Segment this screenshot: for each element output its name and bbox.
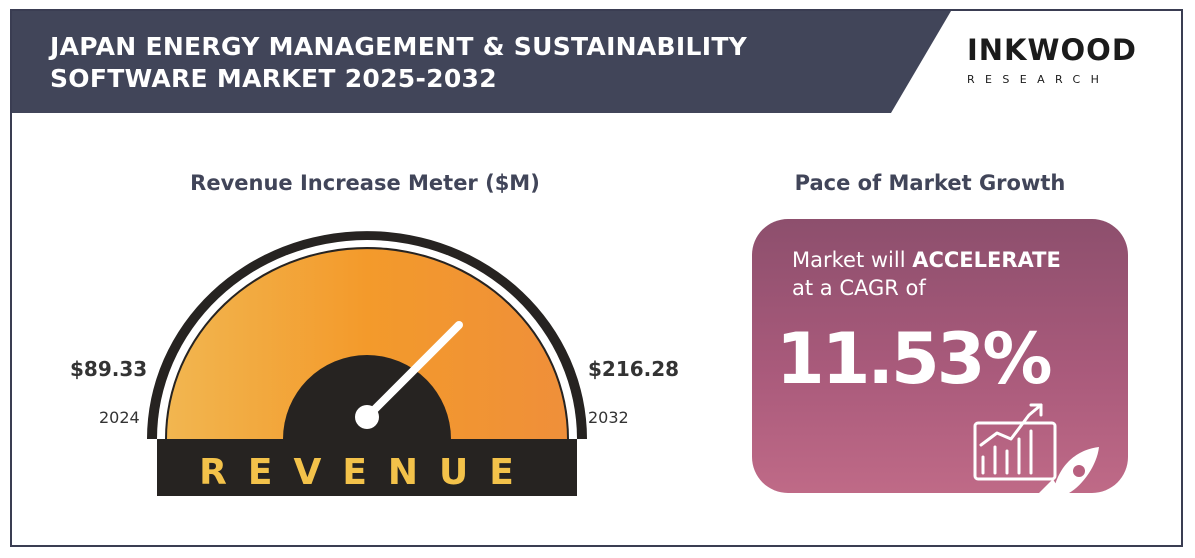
growth-card: Market will ACCELERATE at a CAGR of 11.5… — [752, 219, 1128, 493]
page-title: JAPAN ENERGY MANAGEMENT & SUSTAINABILITY… — [50, 31, 747, 95]
growth-statement: Market will ACCELERATE at a CAGR of — [792, 246, 1061, 302]
logo-subtitle: RESEARCH — [967, 73, 1110, 86]
logo-panel: INKWOOD RESEARCH — [891, 11, 1181, 113]
gauge-pivot — [355, 405, 379, 429]
revenue-band — [157, 439, 577, 496]
growth-text-prefix: Market will — [792, 248, 913, 272]
gauge-orange-arc — [167, 249, 567, 439]
gauge-needle — [363, 321, 463, 421]
growth-text-emphasis: ACCELERATE — [912, 248, 1061, 272]
growth-chart-rocket-icon — [973, 403, 1099, 493]
title-line-1: JAPAN ENERGY MANAGEMENT & SUSTAINABILITY — [50, 32, 748, 61]
end-year: 2032 — [588, 408, 629, 427]
start-value: $89.33 — [70, 357, 148, 381]
revenue-gauge: REVENUE — [147, 231, 587, 496]
end-value: $216.28 — [588, 357, 680, 381]
cagr-value: 11.53% — [776, 318, 1053, 400]
start-year: 2024 — [99, 408, 140, 427]
title-line-2: SOFTWARE MARKET 2025-2032 — [50, 64, 497, 93]
header-banner: JAPAN ENERGY MANAGEMENT & SUSTAINABILITY… — [12, 11, 1181, 113]
growth-title: Pace of Market Growth — [794, 171, 1066, 195]
meter-title: Revenue Increase Meter ($M) — [190, 171, 540, 195]
growth-text-line2: at a CAGR of — [792, 276, 926, 300]
revenue-band-label: REVENUE — [199, 452, 535, 493]
logo-wordmark: INKWOOD — [967, 33, 1137, 67]
infographic-frame: JAPAN ENERGY MANAGEMENT & SUSTAINABILITY… — [10, 9, 1183, 547]
